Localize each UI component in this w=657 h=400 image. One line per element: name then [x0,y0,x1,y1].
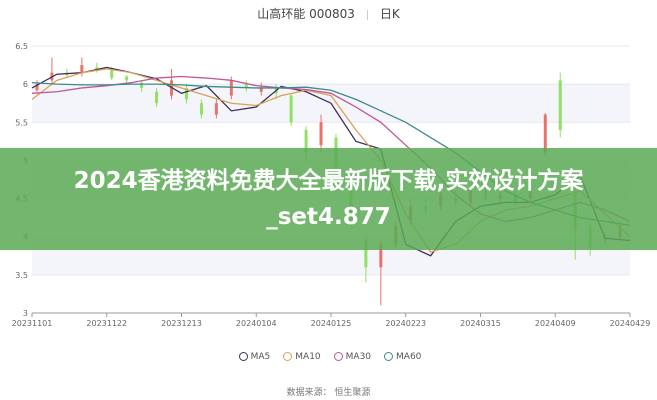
x-tick-label: 20240104 [236,319,277,328]
legend-item-ma5[interactable]: MA5 [236,352,271,362]
period-label: 日K [379,7,400,21]
legend-item-ma30[interactable]: MA30 [331,352,371,362]
x-tick-label: 20231101 [12,319,53,328]
data-source: 数据来源： 恒生聚源 [286,388,371,398]
candle-body [229,80,233,96]
x-tick-label: 20240409 [535,319,576,328]
candle-body [379,244,383,268]
x-tick-label: 20240223 [385,319,426,328]
candle-body [110,68,114,79]
y-tick-label: 5.5 [15,118,28,127]
legend-label: MA30 [345,352,372,362]
legend-marker-icon [238,352,248,361]
y-tick-label: 6.5 [15,42,28,51]
banner-text: 2024香港资料免费大全最新版下载,实效设计方案_set4.877 [73,168,584,230]
candle-body [125,76,129,81]
candle-body [289,95,293,123]
candle-body [35,84,39,91]
legend-label: MA5 [250,352,271,362]
legend-item-ma10[interactable]: MA10 [280,352,321,362]
legend-marker-icon [333,352,343,361]
candle-body [184,87,188,100]
candle-body [140,82,144,88]
candle-body [80,65,84,73]
legend-marker-icon [283,352,293,361]
x-tick-label: 20240315 [460,319,501,328]
x-tick-label: 20240429 [610,319,651,328]
y-tick-label: 6 [23,80,28,89]
legend-label: MA10 [295,352,321,362]
candle-body [304,129,308,153]
candle-body [364,240,368,268]
candle-body [244,84,248,88]
x-tick-label: 20240125 [311,319,352,328]
y-tick-label: 3 [23,309,28,318]
chart-title: 山高环能 000803 日K [0,5,657,22]
candle-body [319,122,323,146]
stock-name: 山高环能 000803 [257,7,355,21]
legend-item-ma60[interactable]: MA60 [381,352,421,362]
candle-body [214,103,218,115]
legend-label: MA60 [396,352,422,362]
candle-body [199,103,203,115]
candle-body [558,80,562,130]
overlay-banner: 2024香港资料免费大全最新版下载,实效设计方案_set4.877 [0,148,657,250]
legend: MA5 MA10 MA30 MA60 [0,352,657,362]
candle-body [259,87,263,92]
divider [366,9,368,20]
y-tick-label: 3.5 [15,271,28,280]
x-tick-label: 20231122 [86,319,127,328]
x-tick-label: 20231213 [161,319,202,328]
candle-body [155,91,159,104]
legend-marker-icon [384,352,394,361]
candle-body [543,114,547,153]
